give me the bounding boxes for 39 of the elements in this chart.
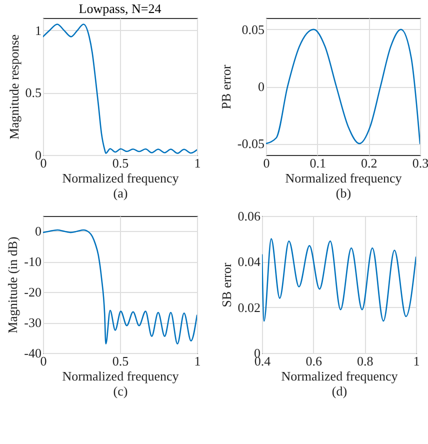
line-series (262, 238, 416, 322)
y-tick-label: 1 (35, 22, 42, 38)
y-tick-label: 0.02 (238, 300, 260, 315)
x-tick-label: 1 (413, 354, 420, 368)
x-tick-label: 0.8 (357, 354, 374, 368)
y-tick-label: 0 (258, 79, 264, 94)
x-tick-label: 0.6 (306, 354, 322, 368)
text: (b) (336, 186, 352, 200)
line-series (43, 229, 197, 345)
x-tick-label: 0.5 (112, 156, 129, 170)
y-tick-label: 0 (35, 224, 42, 239)
y-tick-label: -40 (24, 346, 42, 360)
y-axis-title: PB error (218, 64, 234, 110)
x-tick-label: 1 (194, 156, 201, 170)
y-axis-title: Magnitude response (6, 34, 22, 140)
x-axis-title: Normalized frequency (285, 170, 402, 186)
x-axis-title: Normalized frequency (281, 368, 398, 384)
x-tick-label: 0.5 (112, 354, 129, 368)
x-tick-label: 0.3 (412, 156, 428, 170)
y-axis-title: SB error (218, 262, 234, 308)
y-tick-label: 0.04 (238, 254, 261, 270)
y-tick-label: 0.5 (25, 85, 42, 100)
text: (a) (113, 186, 128, 200)
text: (d) (332, 384, 348, 398)
x-axis-title: Normalized frequency (62, 368, 180, 384)
text: (c) (113, 384, 128, 398)
y-tick-label: -20 (24, 284, 42, 300)
x-axis-title: Normalized frequency (62, 170, 180, 186)
chart-title: Lowpass, N=24 (78, 1, 162, 16)
y-tick-label: -0.05 (237, 136, 264, 152)
y-tick-label: 0.05 (242, 22, 264, 37)
y-axis-title: Magnitude (in dB) (5, 236, 20, 334)
line-series (266, 28, 420, 144)
y-tick-label: -10 (24, 254, 42, 270)
y-tick-label: -30 (24, 315, 42, 330)
y-tick-label: 0.06 (238, 208, 261, 224)
x-tick-label: 0.1 (310, 156, 326, 170)
x-tick-label: 0.2 (361, 156, 378, 170)
x-tick-label: 1 (194, 354, 201, 368)
